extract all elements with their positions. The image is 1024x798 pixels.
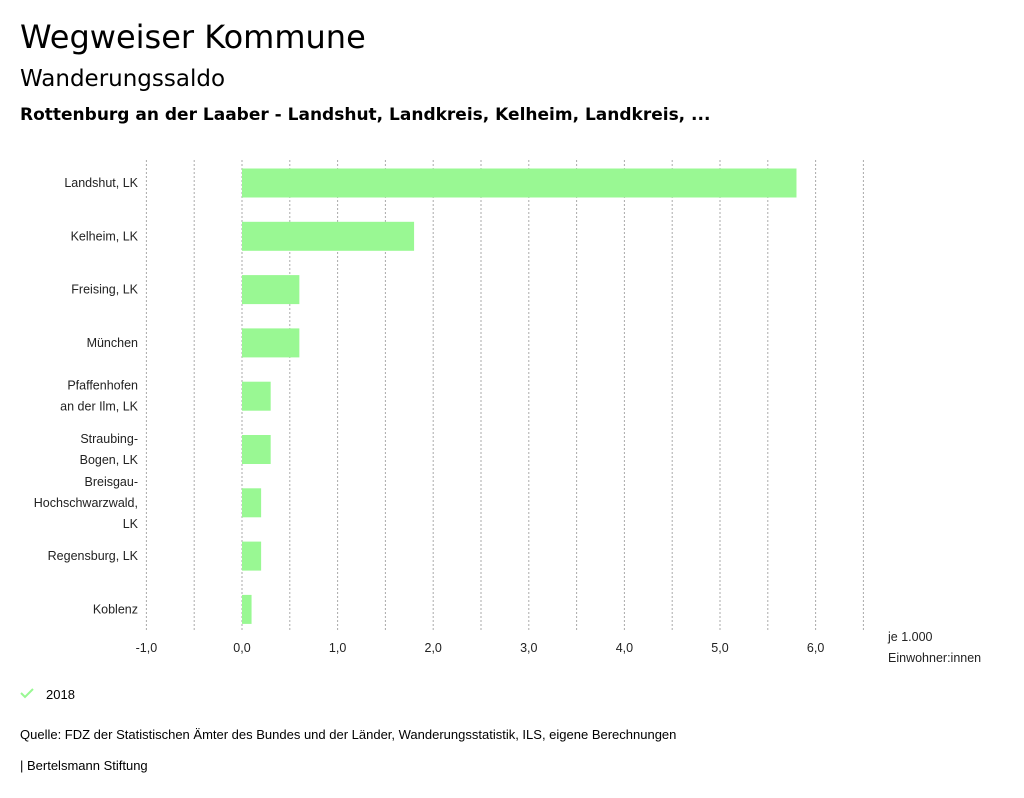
legend-item-2018[interactable]: 2018 (20, 687, 75, 702)
x-axis-label: Einwohner:innen (888, 651, 981, 665)
category-label: Kelheim, LK (71, 229, 139, 243)
category-label: Regensburg, LK (48, 549, 139, 563)
x-tick-label: 3,0 (520, 641, 537, 655)
bar (242, 488, 262, 518)
x-axis-label: je 1.000 (887, 630, 933, 644)
category-label: Breisgau-Hochschwarzwald, LK (34, 475, 139, 531)
bar (242, 435, 271, 464)
bar (242, 541, 262, 571)
bar (242, 594, 252, 624)
category-label: Freising, LK (71, 283, 138, 297)
x-tick-label: 5,0 (711, 641, 728, 655)
x-tick-label: 0,0 (233, 641, 250, 655)
bar (242, 275, 300, 305)
category-label: Koblenz (93, 602, 138, 616)
source-note: Quelle: FDZ der Statistischen Ämter des … (20, 727, 677, 742)
check-icon (20, 687, 34, 702)
category-label: München (87, 336, 138, 350)
legend-label: 2018 (46, 687, 75, 702)
bar (242, 328, 300, 358)
x-tick-label: -1,0 (136, 641, 158, 655)
x-tick-label: 1,0 (329, 641, 346, 655)
bar (242, 168, 797, 198)
category-label: Pfaffenhofen an der Ilm, LK (60, 379, 138, 414)
category-label: Landshut, LK (64, 176, 138, 190)
chart-subtitle: Wanderungssaldo (20, 66, 226, 92)
brand-note: | Bertelsmann Stiftung (20, 758, 148, 773)
bar (242, 381, 271, 411)
page-title: Wegweiser Kommune (20, 18, 366, 56)
category-label: Straubing-Bogen, LK (80, 432, 139, 467)
bar-chart: -1,0 0,0 1,0 2,0 3,0 4,0 5,0 6,0 je 1.000 Einwohn… (34, 160, 981, 665)
bar (242, 221, 415, 251)
x-tick-label: 2,0 (425, 641, 442, 655)
x-tick-label: 4,0 (616, 641, 633, 655)
selection-label: Rottenburg an der Laaber - Landshut, Lan… (20, 105, 711, 125)
x-tick-label: 6,0 (807, 641, 824, 655)
